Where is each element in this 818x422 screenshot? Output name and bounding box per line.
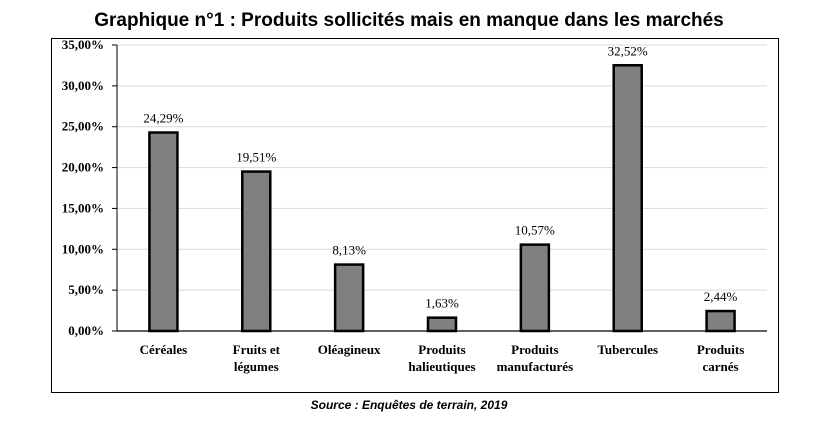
chart-title: Graphique n°1 : Produits sollicités mais… (94, 10, 724, 31)
gridlines (117, 44, 767, 332)
y-tick-label: 10,00% (62, 241, 104, 256)
y-tick-label: 20,00% (62, 160, 104, 175)
y-tick-label: 30,00% (62, 78, 104, 93)
data-label: 10,57% (515, 223, 555, 238)
bar (519, 243, 551, 333)
bars (148, 64, 736, 333)
chart-frame (51, 38, 779, 393)
category-label: Produits halieutiques (408, 342, 475, 374)
y-tick-label: 25,00% (62, 119, 104, 134)
bar (426, 316, 458, 333)
y-tick-label: 15,00% (62, 200, 104, 215)
data-label: 8,13% (332, 243, 366, 258)
x-axis-categories: Céréales Fruits et légumes Oléagineux Produi… (140, 342, 745, 374)
data-labels: 24,29% 19,51% 8,13% 1,63% 10,57% 32,52% 2,44% (143, 43, 737, 310)
category-label: Oléagineux (318, 342, 381, 357)
y-tick-label: 35,00% (62, 37, 104, 52)
category-label: Céréales (140, 342, 188, 357)
data-label: 1,63% (425, 296, 459, 311)
category-label: Produits manufacturés (497, 342, 574, 374)
data-label: 19,51% (236, 150, 276, 165)
y-tick-label: 5,00% (68, 282, 104, 297)
source-note: Source : Enquêtes de terrain, 2019 (310, 398, 508, 412)
bar (241, 170, 272, 333)
category-label: Fruits et légumes (233, 342, 281, 374)
category-label: Produits carnés (697, 342, 744, 374)
category-label: Tubercules (597, 342, 658, 357)
data-label: 24,29% (143, 111, 183, 126)
bar (705, 309, 736, 333)
bar (148, 131, 179, 333)
y-tick-label: 0,00% (68, 323, 104, 338)
y-axis-ticks: 0,00% 5,00% 10,00% 15,00% 20,00% 25,00% 30,00%… (62, 37, 117, 338)
data-label: 2,44% (704, 289, 738, 304)
bar (612, 64, 643, 333)
data-label: 32,52% (608, 43, 648, 58)
bar (333, 263, 365, 333)
